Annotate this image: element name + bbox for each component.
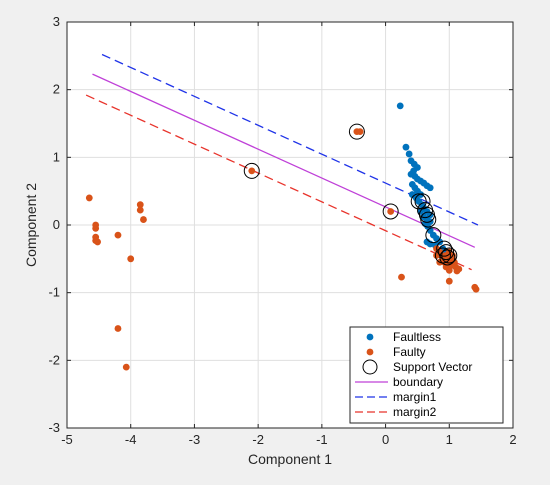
faulty-point [85,194,93,202]
margin2-line [85,94,472,271]
y-axis-label: Component 2 [23,183,39,267]
support-vector-marker [243,162,260,179]
legend-label-faulty: Faulty [393,345,426,359]
faulty-point [114,231,122,239]
faultless-point [402,143,410,151]
x-tick-label: -3 [189,432,201,447]
support-vector-marker [439,249,456,266]
faulty-point [114,325,122,332]
y-tick-label: -2 [48,352,60,367]
support-vector-marker [348,123,365,140]
x-tick-label: 0 [382,432,389,447]
x-tick-label: -2 [252,432,264,447]
legend-swatch-support-vector [362,359,378,375]
support-vector-marker [441,247,458,264]
support-vector-marker [410,193,427,210]
tick-labels: -5 -4 -3 -2 -1 0 1 2 -3 -2 -1 0 1 2 3 [48,14,516,447]
legend-label-margin2: margin2 [393,405,437,419]
faulty-point [94,238,101,246]
y-tick-label: 1 [53,149,60,164]
legend-label-faultless: Faultless [393,330,441,344]
x-tick-label: -4 [125,432,137,447]
series-support-vector [243,123,458,266]
faulty-point [445,266,453,274]
faulty-point [387,208,395,215]
faultless-point [423,238,431,246]
faulty-point [455,265,463,273]
x-tick-label: 2 [509,432,516,447]
faulty-point [92,224,100,232]
y-tick-label: -1 [48,285,60,300]
faulty-point [472,285,480,293]
legend-swatch-faultless [366,333,374,341]
series-boundary [92,73,476,248]
x-tick-label: -1 [316,432,328,447]
faulty-point [398,273,405,281]
faultless-point [426,184,434,192]
support-vector-marker [425,227,442,244]
x-tick-label: 1 [446,432,453,447]
faultless-point [396,102,404,110]
faulty-point [136,201,144,209]
series-faulty [85,128,480,371]
legend-swatch-faulty [366,348,374,356]
faulty-point [248,167,256,175]
faulty-point [140,216,147,223]
faultless-point [405,150,413,158]
support-vector-marker [382,203,399,220]
boundary-line [92,73,476,248]
y-tick-label: 2 [53,82,60,97]
faulty-point [127,255,135,263]
faulty-point [445,277,453,285]
support-vector-marker [438,244,455,261]
legend-label-margin1: margin1 [393,390,437,404]
y-tick-label: 3 [53,14,60,29]
legend-label-boundary: boundary [393,375,443,389]
series-margin2 [85,94,472,271]
faulty-point [136,206,144,214]
x-axis-label: Component 1 [248,451,332,467]
support-vector-marker [420,211,437,228]
legend-box [349,326,504,424]
series-layer [85,53,480,371]
x-tick-label: -5 [61,432,73,447]
y-tick-label: 0 [53,217,60,232]
legend-label-support-vector: Support Vector [393,360,472,374]
y-tick-label: -3 [48,420,60,435]
faulty-point [356,128,364,136]
faulty-point [122,363,130,371]
